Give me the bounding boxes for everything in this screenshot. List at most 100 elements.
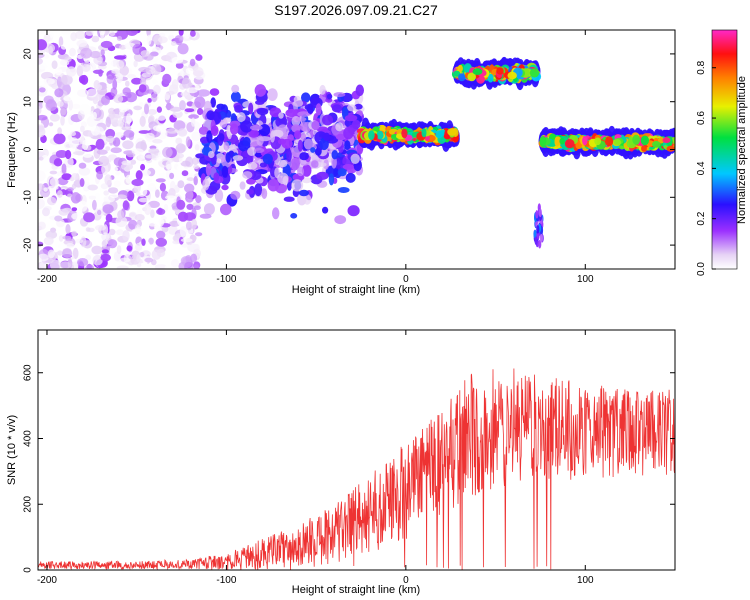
heatmap-cell-noise xyxy=(92,199,97,211)
heatmap-cell-noise xyxy=(81,63,91,72)
heatmap-cell-noise xyxy=(51,60,58,69)
heatmap-cell-noise xyxy=(94,193,101,201)
heatmap-cell-spread xyxy=(230,190,241,200)
heatmap-cell-noise xyxy=(57,100,64,107)
heatmap-cell-noise xyxy=(38,80,45,85)
heatmap-cell-noise xyxy=(71,103,81,109)
heatmap-cell-band xyxy=(529,68,540,78)
heatmap-cell-noise xyxy=(159,182,166,192)
heatmap-cell-noise xyxy=(64,156,74,168)
heatmap-cell-noise xyxy=(185,255,192,262)
heatmap-cell-spread xyxy=(355,84,364,97)
heatmap-cell-noise xyxy=(47,249,55,259)
heatmap-cell-spread xyxy=(278,159,288,168)
heatmap-cell-noise xyxy=(158,172,169,181)
heatmap-cell-noise xyxy=(166,163,172,170)
heatmap-cell-noise xyxy=(176,165,185,171)
heatmap-cell-noise xyxy=(80,74,89,85)
heatmap-cell-noise xyxy=(41,71,54,80)
heatmap-cell-noise xyxy=(152,125,163,132)
heatmap-cell-noise xyxy=(103,190,109,196)
heatmap-cell-noise xyxy=(185,136,191,148)
heatmap-cell-noise xyxy=(146,89,155,94)
heatmap-cell-noise xyxy=(114,132,124,139)
heatmap-cell-noise xyxy=(67,187,74,192)
heatmap-cell-band xyxy=(487,73,494,83)
heatmap-cell-noise xyxy=(183,30,191,39)
heatmap-cell-noise xyxy=(185,67,194,75)
heatmap-cell-noise xyxy=(172,240,181,245)
snr-x-tick-label: -200 xyxy=(37,575,57,586)
heatmap-cell-noise xyxy=(55,150,68,158)
spectrogram-marks xyxy=(38,30,675,269)
heatmap-cell-burst xyxy=(538,208,542,218)
heatmap-cell-noise xyxy=(115,73,123,80)
heatmap-cell-noise xyxy=(136,263,142,268)
heatmap-cell-spread xyxy=(311,160,319,168)
heatmap-cell-noise xyxy=(58,208,69,216)
heatmap-cell-band xyxy=(368,130,375,141)
heatmap-cell-noise xyxy=(131,178,144,187)
heatmap-cell-noise xyxy=(163,264,174,269)
heatmap-cell-noise xyxy=(104,174,112,186)
heatmap-cell-noise xyxy=(59,261,71,269)
heatmap-cell-noise xyxy=(156,230,166,239)
spectrogram-y-tick-label: -20 xyxy=(23,237,34,252)
heatmap-cell-noise xyxy=(42,207,50,217)
heatmap-cell-noise xyxy=(116,36,123,41)
heatmap-cell-noise xyxy=(68,137,80,149)
heatmap-cell-noise xyxy=(146,34,152,45)
heatmap-cell-spread xyxy=(247,147,257,156)
snr-panel: -200 -100 0 100 0 200 400 600 Height of straigh… xyxy=(6,329,676,596)
heatmap-cell-noise xyxy=(131,148,144,155)
snr-y-tick-label: 400 xyxy=(23,430,34,447)
heatmap-cell-noise xyxy=(97,209,102,216)
heatmap-cell-noise xyxy=(156,157,163,162)
heatmap-cell-noise xyxy=(147,109,157,115)
heatmap-cell-noise xyxy=(148,186,156,192)
heatmap-cell-spread xyxy=(286,149,292,162)
heatmap-cell-spread xyxy=(272,207,280,220)
heatmap-cell-noise xyxy=(190,30,196,37)
heatmap-cell-noise xyxy=(148,148,160,154)
heatmap-cell-noise xyxy=(116,265,129,269)
heatmap-cell-noise xyxy=(71,213,82,220)
heatmap-cell-noise xyxy=(118,117,125,128)
heatmap-cell-noise xyxy=(123,130,135,138)
heatmap-cell-noise xyxy=(138,66,150,73)
heatmap-cell-spread xyxy=(322,114,333,126)
heatmap-cell-noise xyxy=(62,235,72,240)
heatmap-cell-spread xyxy=(205,163,212,177)
heatmap-cell-noise xyxy=(43,33,51,43)
heatmap-cell-noise xyxy=(92,111,97,120)
heatmap-cell-noise xyxy=(38,156,44,161)
heatmap-cell-noise xyxy=(79,178,85,187)
heatmap-cell-noise xyxy=(195,232,203,237)
heatmap-cell-band xyxy=(457,64,463,73)
heatmap-cell-noise xyxy=(185,221,193,231)
heatmap-cell-noise xyxy=(91,245,103,255)
heatmap-cell-noise xyxy=(108,228,116,236)
colorbar-tick-label: 0.4 xyxy=(696,161,707,175)
heatmap-cell-noise xyxy=(162,73,172,85)
heatmap-cell-noise xyxy=(190,253,198,263)
heatmap-cell-band xyxy=(666,145,675,152)
colorbar-gradient xyxy=(711,29,738,270)
heatmap-cell-noise xyxy=(164,30,175,36)
heatmap-cell-spread xyxy=(333,92,346,98)
heatmap-cell-spread xyxy=(206,110,215,121)
heatmap-cell-noise xyxy=(43,236,54,246)
heatmap-cell-spread xyxy=(255,100,265,105)
heatmap-cell-noise xyxy=(132,43,143,55)
heatmap-cell-noise xyxy=(67,193,73,198)
snr-y-tick-label: 200 xyxy=(23,495,34,512)
heatmap-cell-spread xyxy=(225,152,231,163)
heatmap-cell-noise xyxy=(44,54,49,59)
heatmap-cell-noise xyxy=(193,164,200,169)
heatmap-cell-noise xyxy=(80,47,93,59)
heatmap-cell-noise xyxy=(158,36,168,44)
heatmap-cell-noise xyxy=(173,120,186,131)
heatmap-cell-noise xyxy=(76,39,88,48)
heatmap-cell-band xyxy=(652,141,661,148)
heatmap-cell-noise xyxy=(151,79,158,84)
